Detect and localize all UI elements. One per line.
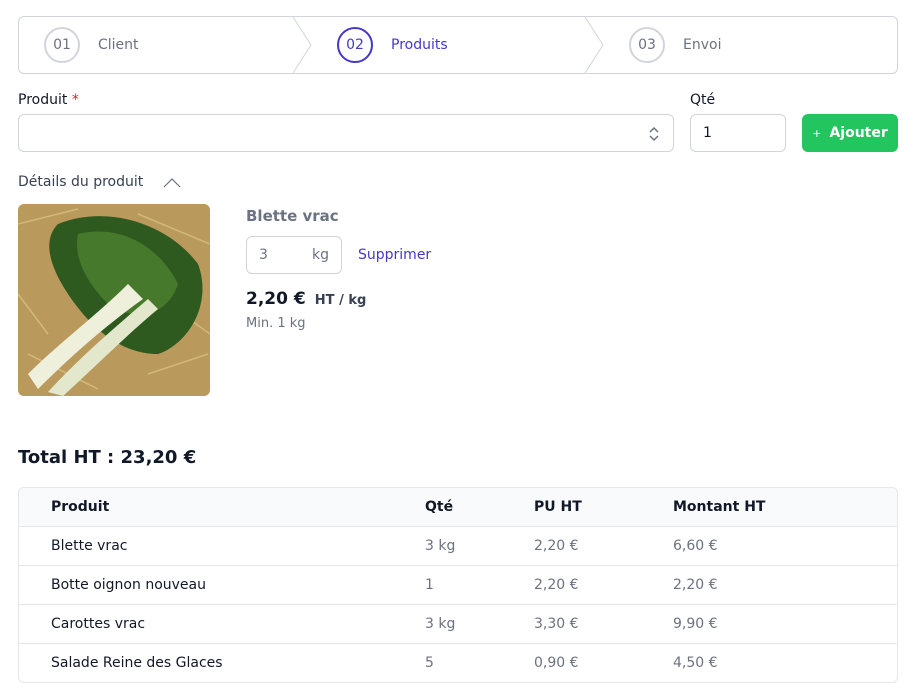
product-name: Blette vrac — [246, 207, 339, 225]
table-cell: Salade Reine des Glaces — [51, 655, 223, 671]
column-header: Montant HT — [672, 488, 897, 527]
table-cell: 9,90 € — [672, 604, 897, 644]
step-label: Client — [98, 37, 139, 53]
select-arrows — [649, 126, 659, 142]
header-row: Produit Qté PU HT Montant HT — [19, 488, 897, 527]
qty-label: Qté — [690, 92, 716, 108]
remove-link[interactable]: Supprimer — [358, 247, 432, 263]
add-button[interactable]: + Ajouter — [802, 114, 898, 152]
step-separators — [292, 17, 604, 73]
table-cell: 3,30 € — [533, 604, 672, 644]
table-cell: 0,90 € — [534, 655, 579, 671]
chevron-up[interactable] — [162, 176, 182, 190]
table-cell: 4,50 € — [673, 655, 718, 671]
table-cell: 3 kg — [424, 604, 533, 644]
detail-unit: kg — [312, 247, 329, 263]
separator — [584, 17, 604, 73]
table-row: Botte oignon nouveau 1 2,20 €2,20 € — [19, 565, 897, 605]
step[interactable]: 03 Envoi — [629, 17, 721, 73]
column-header: PU HT — [533, 488, 672, 527]
step-label: Produits — [391, 37, 448, 53]
column-header: Produit — [19, 488, 424, 527]
table-body: Blette vrac 3 kg 2,20 €6,60 € Botte oignon … — [19, 526, 897, 683]
add-text: Ajouter — [829, 125, 888, 141]
table-row: Carottes vrac 3 kg 3,30 €9,90 € — [19, 604, 897, 644]
detail-qty: 3 — [259, 247, 268, 263]
step[interactable]: 01 Client — [44, 17, 139, 73]
table-cell: 1 — [424, 565, 533, 605]
table-wrap: Produit Qté PU HT Montant HT Blette vrac 3 kg… — [18, 487, 898, 683]
details-toggle[interactable]: Détails du produit — [18, 174, 144, 190]
table-cell: 2,20 € — [533, 526, 672, 566]
table-cell: Blette vrac — [19, 526, 424, 566]
qty-input[interactable]: 1 — [690, 114, 786, 152]
table-cell: 5 — [425, 655, 434, 671]
step-label: Envoi — [683, 37, 722, 53]
step-number: 01 — [44, 27, 80, 63]
price-unit: HT / kg — [314, 293, 367, 308]
minimum: Min. 1 kg — [246, 316, 306, 331]
stepper: 01 Client 02 Produits 03 Envoi — [18, 16, 898, 74]
add-icon: + — [812, 126, 822, 140]
detail-qty-input[interactable]: 3 kg — [246, 236, 342, 274]
table-cell: 2,20 € — [533, 565, 672, 605]
table-cell: 3 kg — [424, 526, 533, 566]
label-text: Produit — [18, 92, 68, 108]
products-table: Produit Qté PU HT Montant HT Blette vrac 3 kg… — [19, 488, 897, 682]
step-number: 02 — [337, 27, 373, 63]
product-label: Produit * — [18, 92, 79, 108]
table-cell: Botte oignon nouveau — [19, 565, 424, 605]
total: Total HT : 23,20 € — [18, 447, 197, 468]
product-select[interactable] — [18, 114, 674, 152]
required-mark: * — [71, 92, 79, 108]
table-row: Salade Reine des Glaces 5 0,90 € 4,50 € — [19, 644, 897, 683]
table-row: Blette vrac 3 kg 2,20 €6,60 € — [19, 526, 897, 566]
table-cell: 6,60 € — [672, 526, 897, 566]
table-cell: 2,20 € — [672, 565, 897, 605]
price-value: 2,20 € — [246, 289, 306, 309]
column-header: Qté — [424, 488, 533, 527]
separator — [292, 17, 312, 73]
step-number: 03 — [629, 27, 665, 63]
step[interactable]: 02 Produits — [337, 17, 448, 73]
table-cell: Carottes vrac — [19, 604, 424, 644]
price: 2,20 € HT / kg — [246, 289, 366, 309]
product-image — [18, 204, 210, 396]
